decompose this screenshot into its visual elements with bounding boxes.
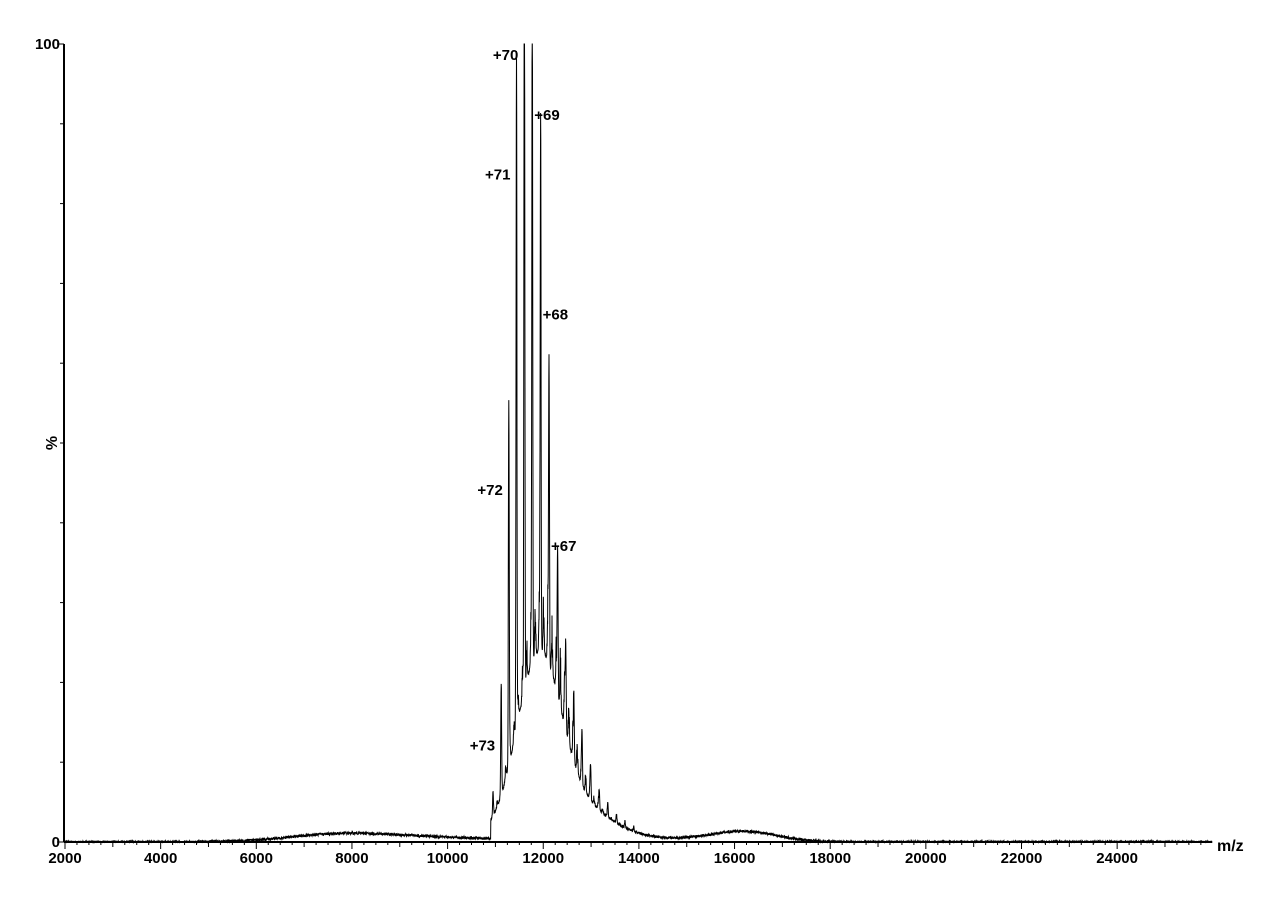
y-tick-label: 100 [35, 36, 60, 53]
x-tick-label: 24000 [1096, 850, 1138, 867]
charge-state-annotations: +73 +72 +71 +70 +69 +68 +67 [470, 47, 577, 754]
axis-ticks [57, 43, 1202, 849]
charge-label: +71 [485, 167, 510, 184]
spectrum-trace [64, 43, 1213, 844]
x-tick-label: 16000 [714, 850, 756, 867]
x-tick-label: 12000 [522, 850, 564, 867]
y-axis-title: % [44, 436, 61, 450]
x-tick-label: 4000 [144, 850, 177, 867]
x-tick-label: 22000 [1001, 850, 1043, 867]
x-tick-label: 10000 [427, 850, 469, 867]
charge-label: +70 [493, 47, 518, 64]
x-tick-label: 18000 [809, 850, 851, 867]
axis-tick-labels: 2000 4000 6000 8000 10000 12000 14000 16000 1800… [35, 36, 1138, 867]
x-tick-label: 6000 [240, 850, 273, 867]
x-axis-title: m/z [1217, 838, 1244, 855]
charge-label: +69 [534, 107, 559, 124]
x-tick-label: 8000 [335, 850, 368, 867]
x-tick-label: 14000 [618, 850, 660, 867]
y-tick-label: 0 [52, 834, 60, 851]
charge-label: +68 [543, 306, 568, 323]
charge-label: +73 [470, 737, 495, 754]
x-tick-label: 2000 [48, 850, 81, 867]
x-tick-label: 20000 [905, 850, 947, 867]
charge-label: +72 [477, 482, 502, 499]
charge-label: +67 [551, 538, 576, 555]
